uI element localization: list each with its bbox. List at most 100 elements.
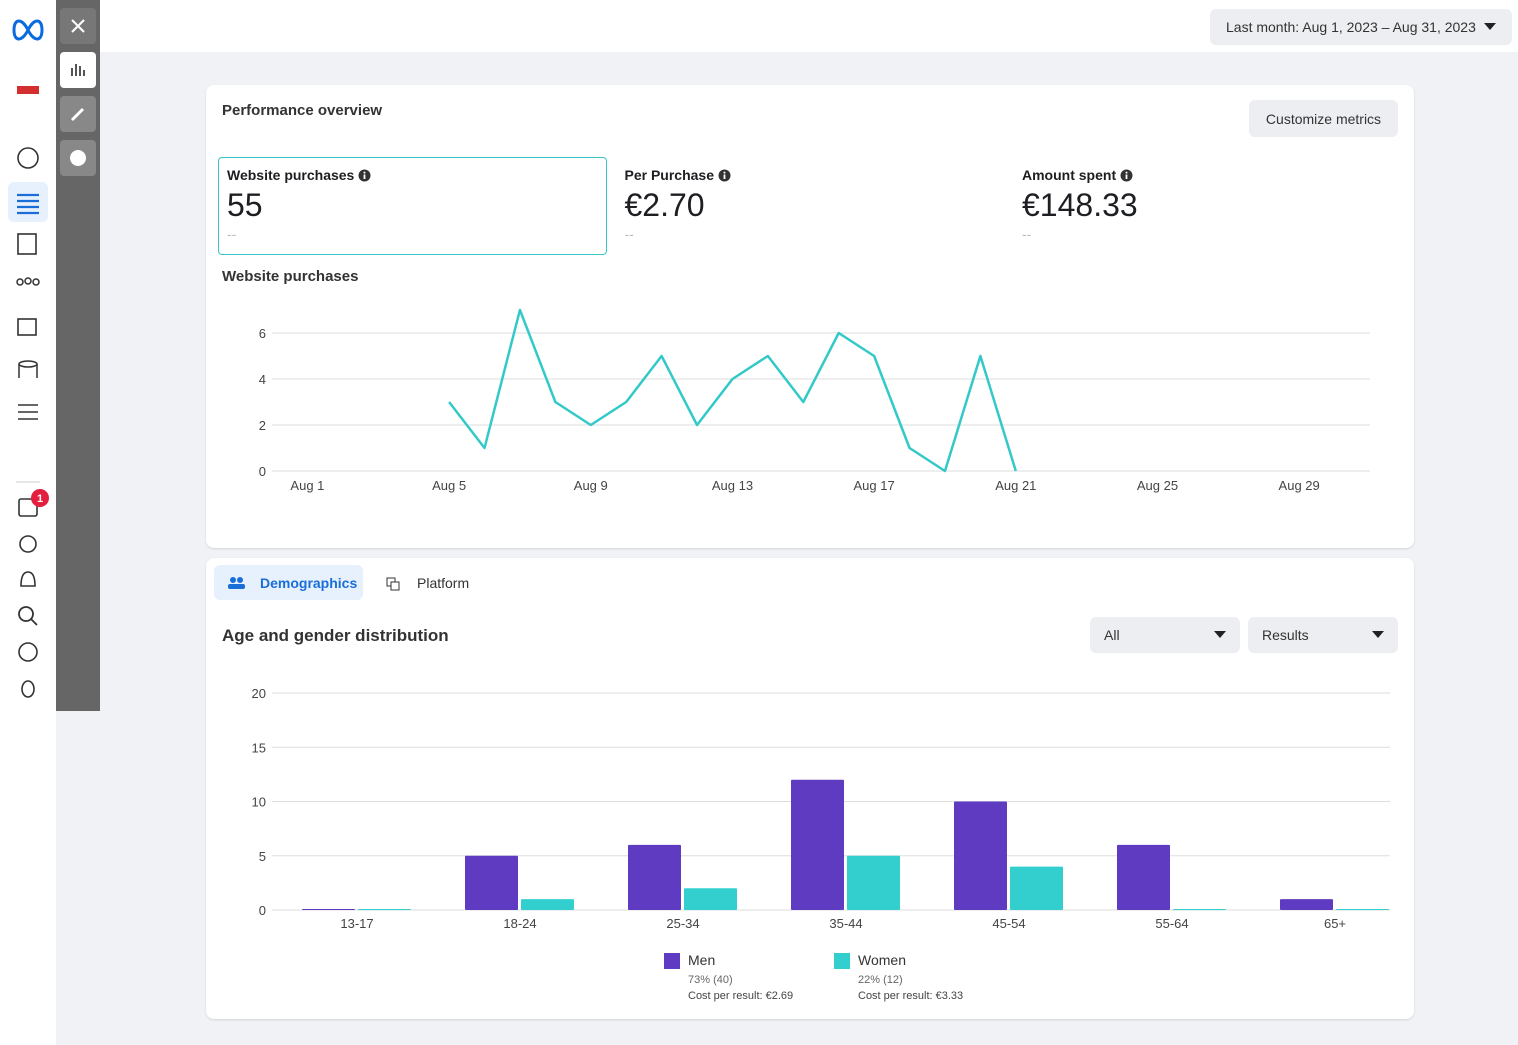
- x-tick-label: Aug 1: [290, 478, 324, 493]
- y-tick-label: 2: [259, 418, 266, 433]
- audience-icon[interactable]: [16, 277, 40, 286]
- x-tick-label: 35-44: [829, 916, 862, 931]
- metric-label: Website purchases: [227, 167, 371, 183]
- y-tick-label: 0: [259, 903, 266, 918]
- x-tick-label: 65+: [1324, 916, 1346, 931]
- x-tick-label: Aug 5: [432, 478, 466, 493]
- account-logo[interactable]: [17, 86, 39, 94]
- filter-label: All: [1104, 627, 1120, 643]
- pages-icon[interactable]: [17, 233, 37, 255]
- date-range: Last month: Aug 1, 2023 – Aug 31, 2023: [1226, 19, 1476, 35]
- card-title: Performance overview: [222, 102, 383, 119]
- data-line: [448, 308, 1018, 473]
- legend-cost: Cost per result: €2.69: [688, 990, 793, 1002]
- metric-label: Amount spent: [1022, 167, 1133, 183]
- metric-value: €148.33: [1022, 187, 1138, 223]
- info-icon: [718, 169, 731, 181]
- metric-name: Per Purchase: [624, 167, 715, 183]
- bar: [465, 855, 518, 910]
- x-tick-label: 13-17: [340, 916, 373, 931]
- table-icon[interactable]: [17, 193, 39, 215]
- bar: [358, 909, 411, 910]
- x-tick-label: Aug 21: [995, 478, 1036, 493]
- tab-label[interactable]: Platform: [417, 575, 470, 591]
- metric-comparison: --: [624, 226, 634, 242]
- y-tick-label: 5: [259, 849, 266, 864]
- y-tick-label: 15: [252, 740, 266, 755]
- metric-name: Website purchases: [227, 167, 355, 183]
- x-tick-label: 25-34: [666, 916, 699, 931]
- edit-icon: [70, 107, 85, 122]
- catalog-icon[interactable]: [18, 360, 38, 378]
- dropdown-arrow: [1372, 631, 1384, 638]
- metric-comparison: --: [227, 226, 237, 242]
- y-tick-label: 10: [252, 795, 266, 810]
- x-tick-label: Aug 29: [1279, 478, 1320, 493]
- x-tick-label: Aug 17: [854, 478, 895, 493]
- overview-icon[interactable]: [17, 147, 39, 169]
- bar: [1280, 899, 1333, 910]
- bar: [1010, 866, 1063, 910]
- bar: [847, 855, 900, 910]
- bar: [684, 888, 737, 910]
- y-tick-label: 20: [252, 686, 266, 701]
- legend-swatch: [664, 953, 680, 969]
- badge-count: 1: [37, 493, 43, 505]
- bar: [1336, 909, 1389, 910]
- metric-comparison: --: [1022, 226, 1032, 242]
- search-icon[interactable]: [18, 606, 38, 626]
- news-icon[interactable]: [18, 498, 38, 517]
- bug-icon[interactable]: [21, 680, 35, 698]
- bar: [1173, 909, 1226, 910]
- x-tick-label: 18-24: [503, 916, 536, 931]
- bar: [628, 844, 681, 910]
- info-icon: [1120, 169, 1133, 181]
- icon-rail: [0, 0, 56, 1045]
- chart-tool[interactable]: [60, 52, 96, 88]
- bell-icon[interactable]: [20, 571, 36, 587]
- date-picker[interactable]: Last month: Aug 1, 2023 – Aug 31, 2023: [1210, 9, 1512, 45]
- x-tick-label: Aug 25: [1137, 478, 1178, 493]
- rail-icons: 1: [8, 19, 49, 698]
- metric-selected[interactable]: [218, 157, 607, 255]
- people-icon: [228, 577, 245, 589]
- close-icon: [71, 19, 85, 33]
- legend-label: Men: [688, 952, 715, 968]
- info-icon: [358, 169, 371, 181]
- y-tick-label: 6: [259, 326, 266, 341]
- badge-bg: [31, 489, 49, 507]
- x-tick-label: 55-64: [1155, 916, 1188, 931]
- bar: [302, 909, 355, 910]
- chart-title: Website purchases: [222, 268, 359, 285]
- help-icon[interactable]: [18, 642, 38, 662]
- meta-logo[interactable]: [12, 19, 44, 41]
- metric-dropdown[interactable]: Results: [1248, 617, 1398, 653]
- chart-title: Age and gender distribution: [222, 626, 449, 645]
- dropdown-arrow: [1214, 631, 1226, 638]
- bar: [521, 899, 574, 910]
- platform-icon: [386, 577, 400, 591]
- history-icon: [70, 150, 86, 166]
- dropdown-arrow: [1484, 23, 1496, 30]
- customize-button[interactable]: Customize metrics: [1249, 100, 1398, 137]
- x-tick-label: Aug 9: [574, 478, 608, 493]
- settings-icon[interactable]: [19, 535, 37, 553]
- bar: [1117, 844, 1170, 910]
- chart-tool-icon: [71, 64, 85, 76]
- legend-share: 73% (40): [688, 974, 733, 986]
- tool-icons: [60, 8, 96, 176]
- y-tick-label: 0: [259, 464, 266, 479]
- menu-icon[interactable]: [18, 404, 38, 420]
- filter-dropdown[interactable]: All: [1090, 617, 1240, 653]
- metric-label: Per Purchase: [625, 167, 732, 183]
- legend-label: Women: [858, 952, 906, 968]
- legend-share: 22% (12): [858, 974, 903, 986]
- bar: [954, 801, 1007, 910]
- y-tick-label: 4: [259, 372, 266, 387]
- creative-icon[interactable]: [17, 318, 37, 336]
- tab-label[interactable]: Demographics: [260, 575, 358, 591]
- legend-swatch: [834, 953, 850, 969]
